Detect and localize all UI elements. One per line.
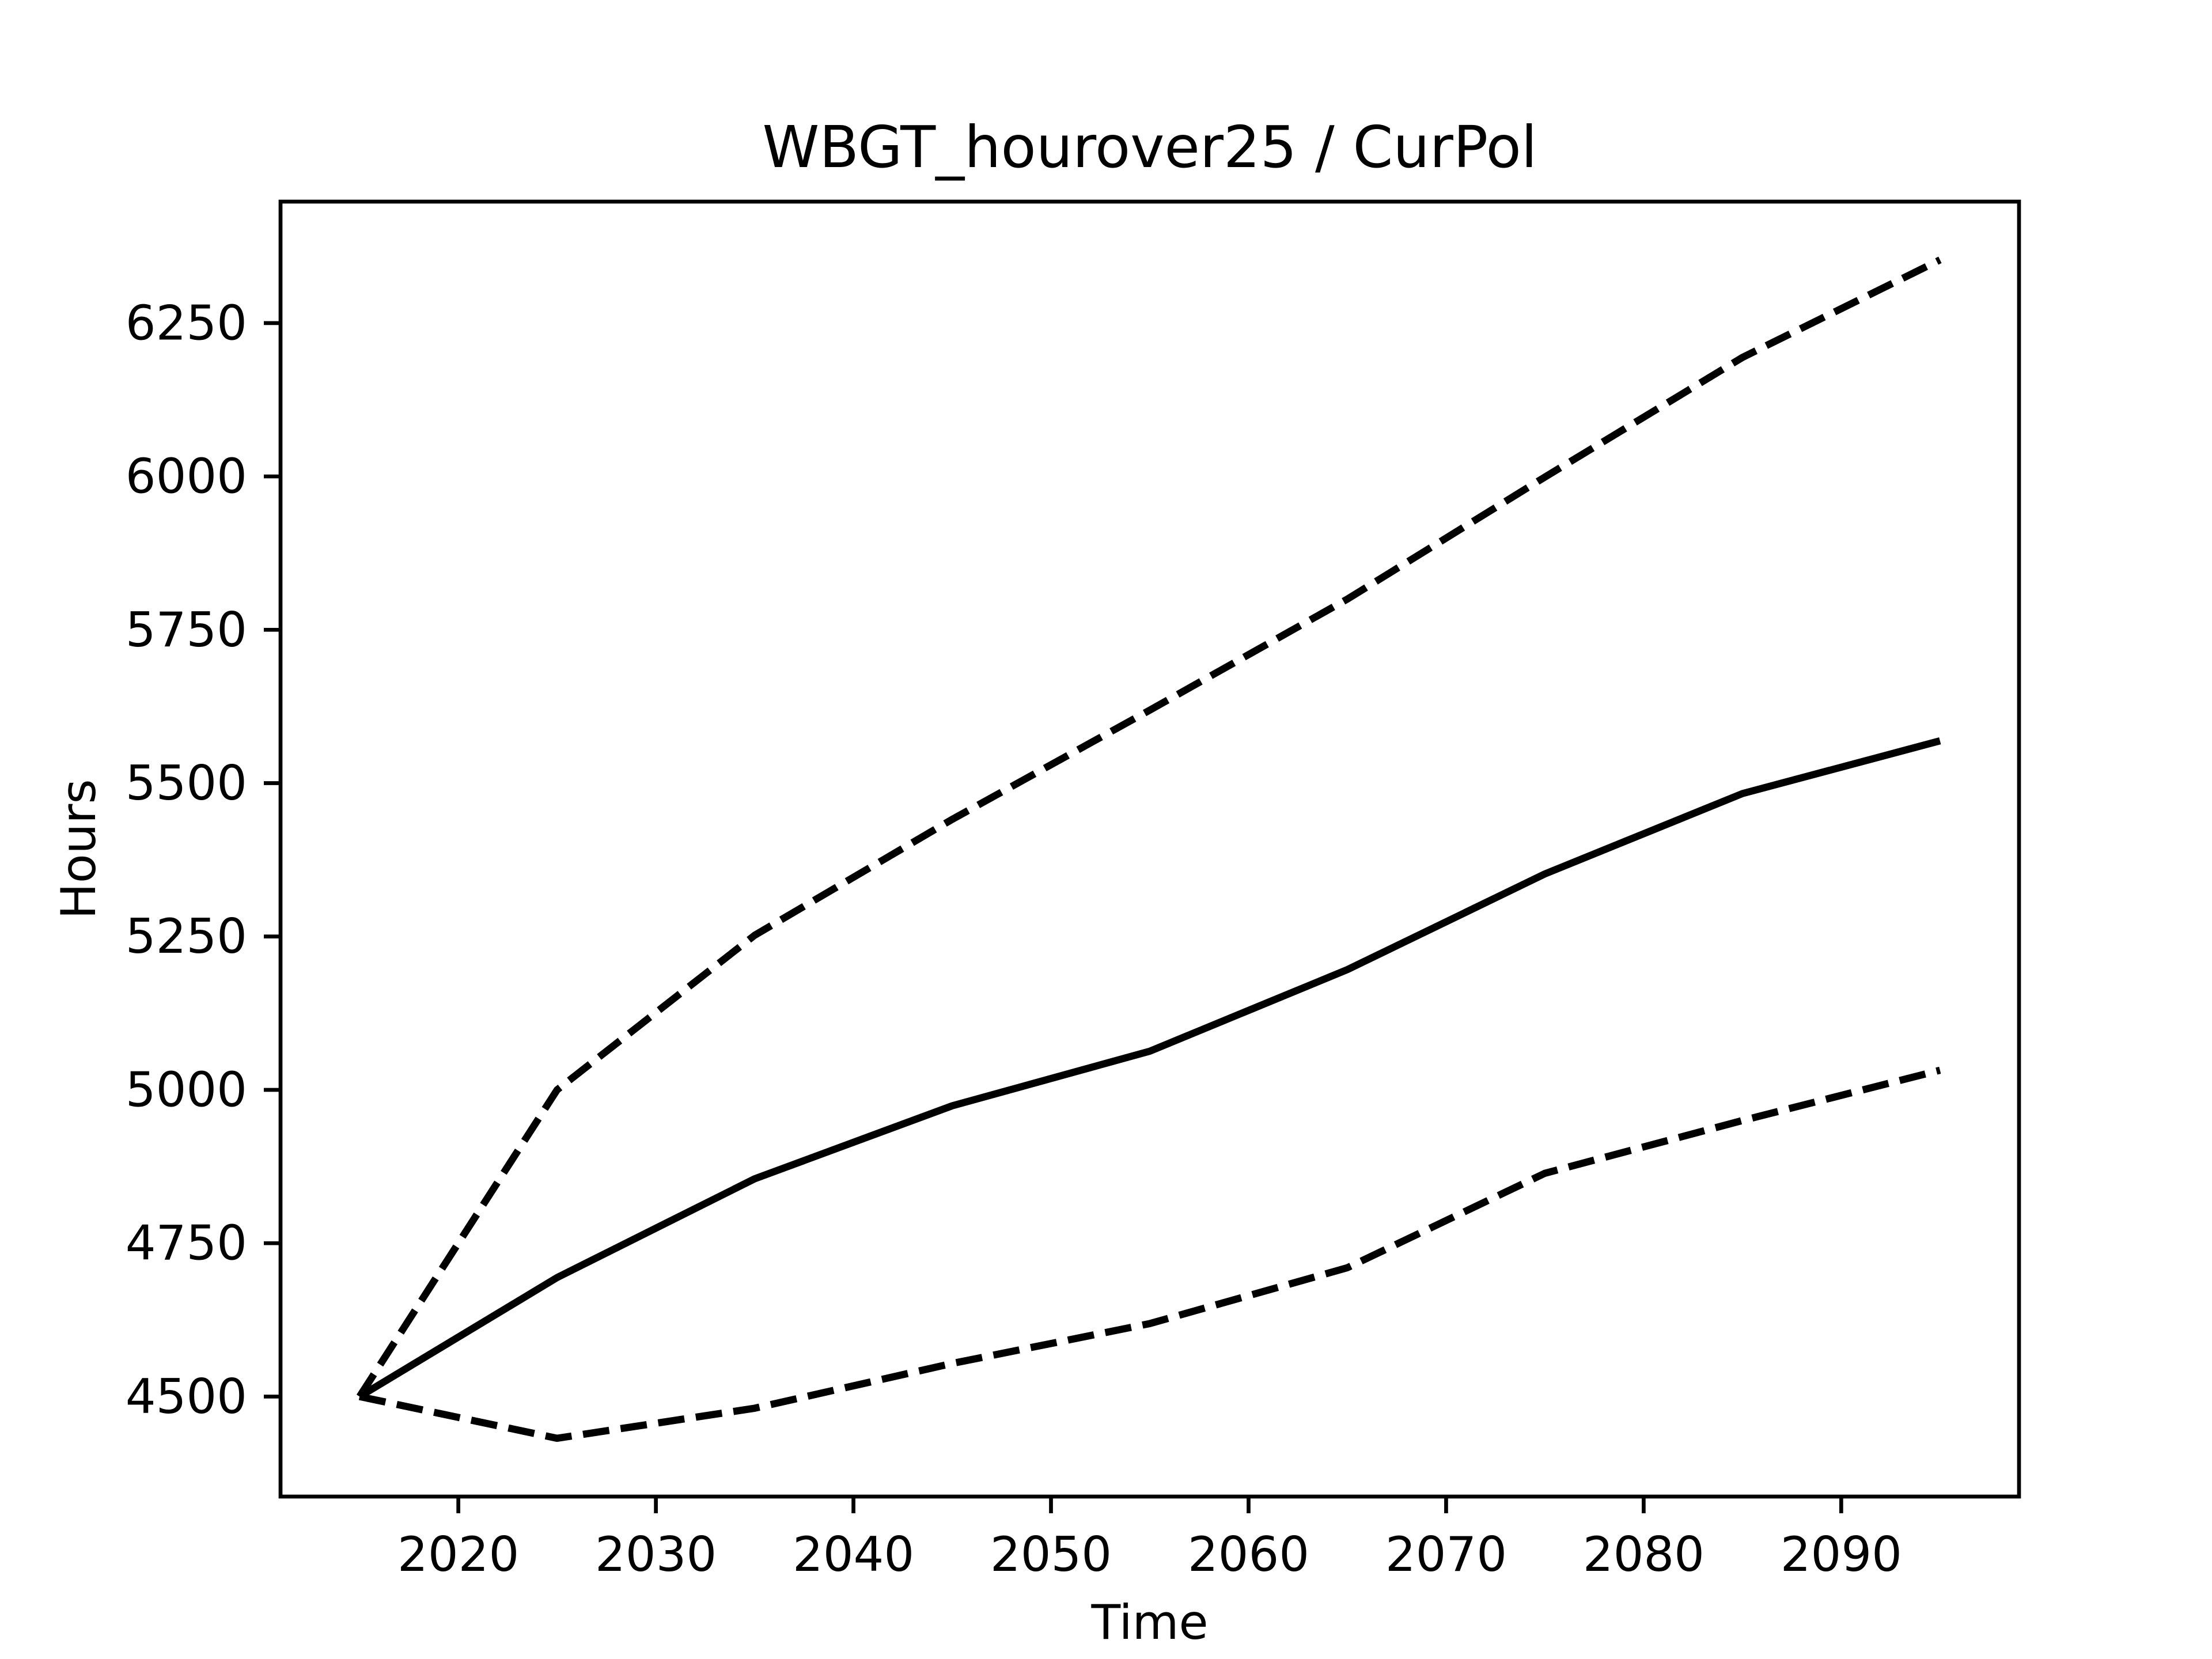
- x-tick-label: 2030: [595, 1527, 717, 1582]
- y-tick-label: 4750: [126, 1215, 247, 1271]
- x-tick-label: 2060: [1188, 1527, 1309, 1582]
- line-series: [357, 737, 1941, 1400]
- x-tick-label: 2090: [1781, 1527, 1902, 1582]
- x-tick-label: 2020: [397, 1527, 519, 1582]
- x-tick-label: 2040: [793, 1527, 914, 1582]
- y-tick-label: 5750: [126, 602, 247, 658]
- y-tick-label: 5250: [126, 908, 247, 964]
- line-series: [358, 1066, 1941, 1442]
- x-tick-label: 2080: [1583, 1527, 1705, 1582]
- y-tick-label: 5000: [126, 1062, 247, 1118]
- x-tick-label: 2050: [990, 1527, 1112, 1582]
- y-tick-label: 4500: [126, 1369, 247, 1425]
- y-tick-label: 6000: [126, 449, 247, 505]
- y-axis-label: Hours: [51, 779, 107, 919]
- chart-title: WBGT_hourover25 / CurPol: [762, 113, 1537, 181]
- plot-frame: [278, 199, 2021, 1499]
- y-tick-label: 5500: [126, 755, 247, 811]
- line-series: [356, 256, 1942, 1399]
- x-axis-label: Time: [1090, 1594, 1208, 1650]
- x-tick-label: 2070: [1385, 1527, 1507, 1582]
- y-tick-label: 6250: [126, 295, 247, 351]
